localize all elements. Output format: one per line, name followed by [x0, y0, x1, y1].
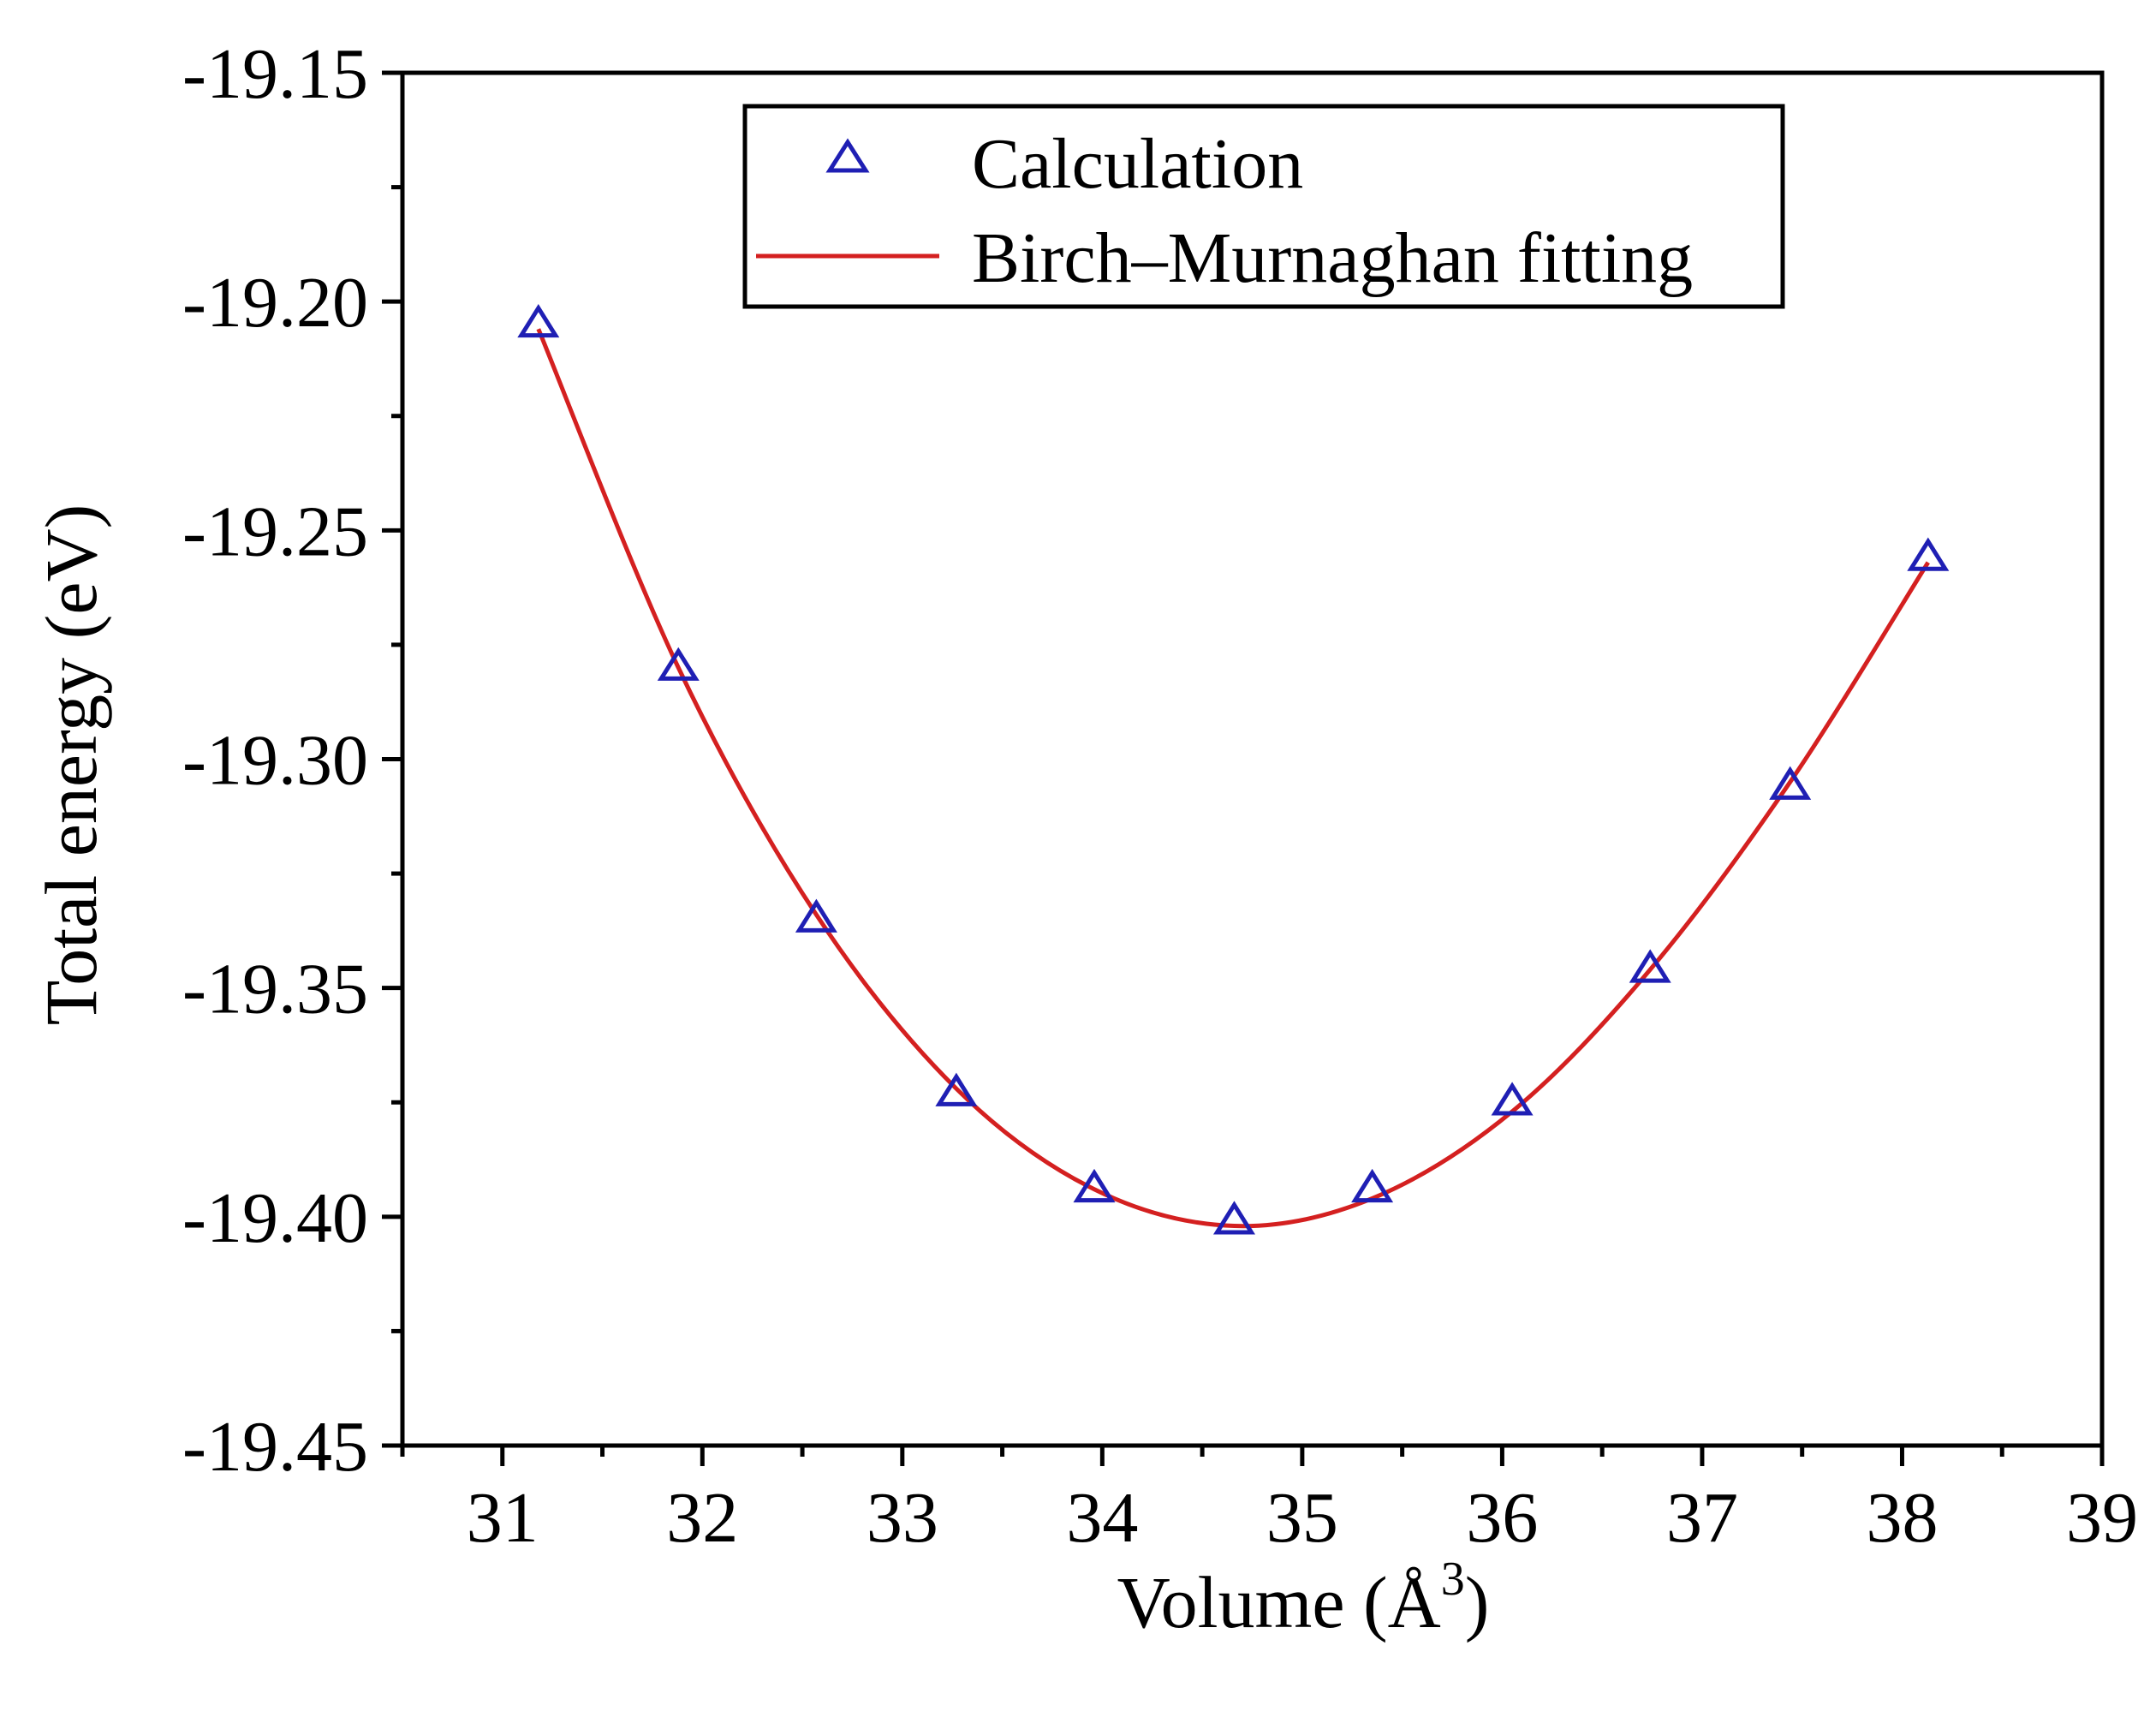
legend: Calculation Birch–Murnaghan fitting — [742, 104, 1785, 309]
legend-marker-triangle-icon — [825, 138, 870, 173]
legend-label-fitting: Birch–Murnaghan fitting — [972, 218, 1693, 298]
x-tick-label: 31 — [467, 1478, 539, 1558]
y-tick-label: -19.30 — [182, 721, 368, 801]
x-tick-label: 36 — [1466, 1478, 1538, 1558]
calculation-point — [935, 1072, 978, 1106]
calculation-point — [657, 647, 700, 681]
x-tick-label: 34 — [1066, 1478, 1138, 1558]
calculation-point — [1769, 766, 1812, 800]
x-tick-label: 38 — [1866, 1478, 1938, 1558]
x-tick-label: 39 — [2066, 1478, 2138, 1558]
x-tick-label: 35 — [1266, 1478, 1338, 1558]
ticks: 31 32 33 34 35 36 37 38 39 -19.15 -19.20 -19.25 -19.… — [182, 34, 2138, 1558]
calculation-point — [1907, 537, 1950, 571]
x-tick-label: 32 — [666, 1478, 738, 1558]
calculation-point — [1073, 1168, 1116, 1203]
legend-label-calculation: Calculation — [972, 124, 1303, 204]
fit-curve-group — [536, 328, 1930, 1229]
legend-box — [742, 104, 1785, 309]
birch-murnaghan-fit-line — [536, 328, 1930, 1229]
calculation-point — [1491, 1082, 1534, 1116]
calculation-point — [517, 303, 560, 338]
y-tick-label: -19.25 — [182, 492, 368, 571]
calculation-point — [795, 898, 837, 933]
x-tick-label: 33 — [867, 1478, 938, 1558]
calculation-point — [1351, 1168, 1394, 1203]
x-axis-label: Volume (Å3) — [1117, 1553, 1490, 1643]
calculation-point — [1629, 949, 1671, 983]
data-points — [517, 303, 1950, 1235]
calculation-point — [1212, 1201, 1255, 1235]
y-tick-label: -19.40 — [182, 1178, 368, 1258]
x-axis-label-superscript: 3 — [1441, 1553, 1465, 1606]
x-axis-label-suffix: ) — [1465, 1561, 1490, 1643]
y-axis-label: Total energy (eV) — [30, 504, 112, 1025]
y-tick-label: -19.35 — [182, 950, 368, 1029]
y-tick-label: -19.45 — [182, 1407, 368, 1487]
y-tick-label: -19.20 — [182, 263, 368, 343]
x-tick-label: 37 — [1666, 1478, 1738, 1558]
y-tick-label: -19.15 — [182, 34, 368, 114]
